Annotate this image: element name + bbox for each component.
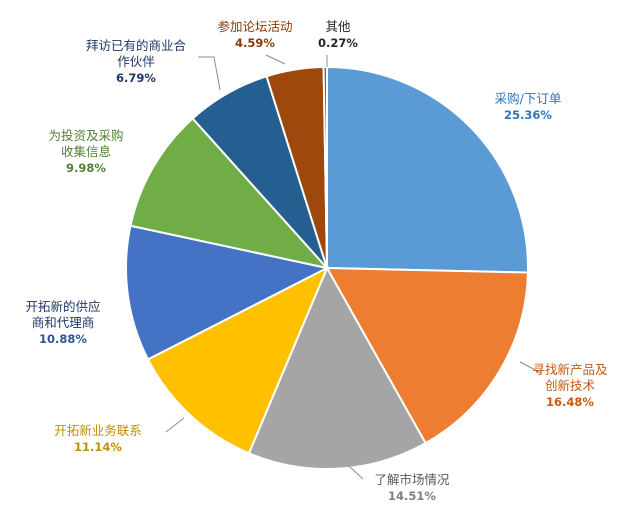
slice-value-label: 14.51% bbox=[388, 489, 436, 503]
slice-value-label: 6.79% bbox=[116, 71, 156, 85]
slice-label: 商和代理商 bbox=[32, 315, 95, 330]
leader-line bbox=[198, 56, 221, 91]
slice-label: 开拓新业务联系 bbox=[54, 423, 142, 438]
slice-value-label: 16.48% bbox=[546, 395, 594, 409]
pie-slice bbox=[326, 65, 529, 274]
slice-label: 创新技术 bbox=[545, 378, 596, 393]
leader-line bbox=[519, 361, 542, 374]
slice-value-label: 10.88% bbox=[39, 332, 87, 346]
pie-slice bbox=[325, 266, 529, 445]
slice-value-label: 11.14% bbox=[74, 440, 122, 454]
slice-label: 参加论坛活动 bbox=[217, 19, 292, 34]
leader-line bbox=[265, 54, 286, 65]
slice-label: 拜访已有的商业合 bbox=[86, 38, 187, 53]
slice-value-label: 9.98% bbox=[66, 161, 106, 175]
slice-value-label: 0.27% bbox=[318, 36, 358, 50]
pie-slice bbox=[146, 265, 329, 455]
slice-label: 为投资及采购 bbox=[48, 128, 123, 143]
slice-value-label: 25.36% bbox=[504, 108, 552, 122]
pie-slice bbox=[247, 265, 427, 470]
slice-label: 寻找新产品及 bbox=[532, 362, 608, 377]
leader-line bbox=[348, 465, 364, 480]
slice-label: 收集信息 bbox=[61, 144, 111, 159]
leader-line bbox=[165, 417, 185, 433]
slice-label: 作伙伴 bbox=[117, 54, 155, 69]
pie-slice bbox=[125, 224, 330, 361]
slice-value-label: 4.59% bbox=[235, 36, 275, 50]
slice-label: 开拓新的供应 bbox=[25, 299, 100, 314]
pie-slice bbox=[129, 117, 330, 270]
slice-label: 采购/下订单 bbox=[495, 91, 562, 106]
slice-label: 了解市场情况 bbox=[374, 472, 450, 487]
slice-label: 其他 bbox=[325, 19, 351, 34]
